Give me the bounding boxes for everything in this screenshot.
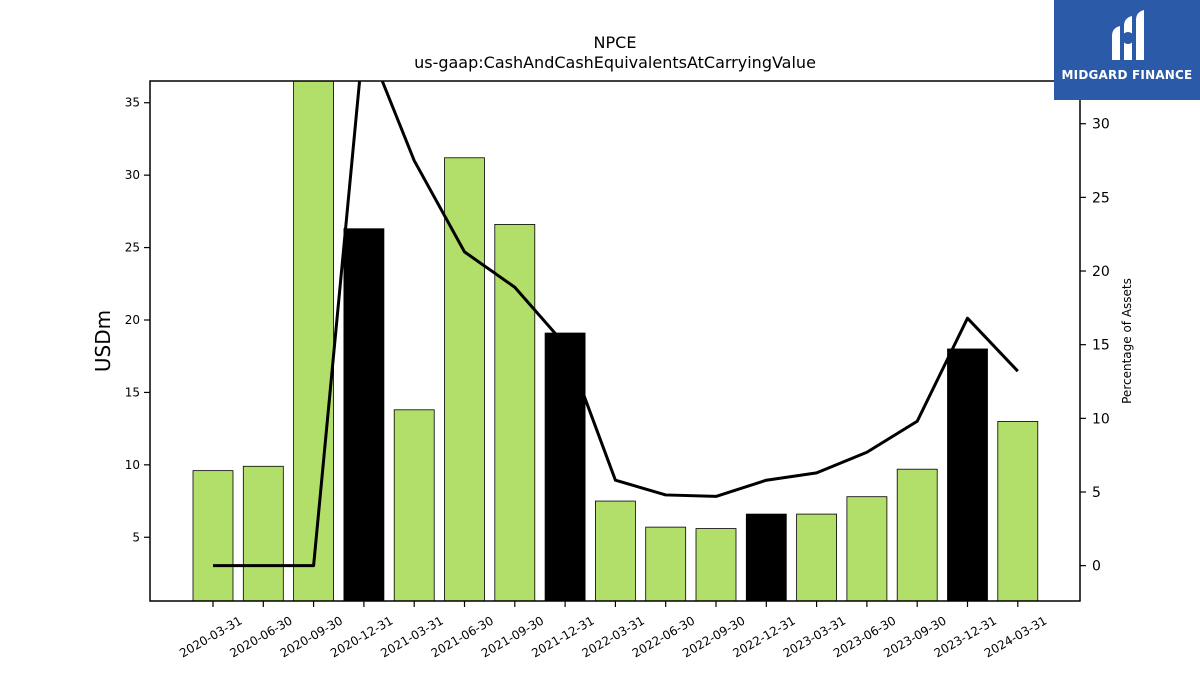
y2-axis-label: Percentage of Assets <box>1120 278 1134 404</box>
y-axis-label: USDm <box>91 310 115 372</box>
bar-2021-12-31 <box>544 332 586 601</box>
bar-2020-12-31 <box>343 228 385 601</box>
bar-2020-03-31 <box>192 470 234 601</box>
bar-2022-06-30 <box>645 526 687 601</box>
bar-2023-03-31 <box>796 513 837 601</box>
bar-2023-09-30 <box>896 468 938 601</box>
bar-2021-03-31 <box>393 409 435 601</box>
y2-tick-label: 30 <box>1092 117 1110 133</box>
y2-tick-label: 15 <box>1092 338 1110 354</box>
bar-2023-06-30 <box>846 496 888 601</box>
y-tick-label: 10 <box>125 458 140 472</box>
y-tick-label: 15 <box>125 385 140 399</box>
bar-2022-09-30 <box>695 528 737 601</box>
bar-2021-09-30 <box>494 223 536 601</box>
bar-2021-06-30 <box>444 157 485 601</box>
y2-tick-label: 20 <box>1092 264 1110 280</box>
bar-2020-06-30 <box>242 465 284 601</box>
chart-subtitle: us-gaap:CashAndCashEquivalentsAtCarrying… <box>414 53 816 72</box>
percentage-line <box>213 81 1019 568</box>
logo-mark-icon <box>1112 10 1144 60</box>
y-tick-label: 5 <box>132 530 140 544</box>
y-tick-label: 25 <box>125 241 140 255</box>
y2-tick-label: 25 <box>1092 190 1110 206</box>
logo-text: MIDGARD FINANCE <box>1061 68 1193 82</box>
chart-title: NPCE <box>594 33 637 52</box>
y2-tick-label: 0 <box>1092 559 1101 575</box>
y2-tick-label: 5 <box>1092 485 1101 501</box>
bar-2023-12-31 <box>947 348 988 601</box>
bar-2022-03-31 <box>595 500 636 601</box>
y-tick-label: 35 <box>125 96 140 110</box>
bar-2022-12-31 <box>745 513 787 601</box>
y2-tick-label: 10 <box>1092 411 1110 427</box>
y-tick-label: 30 <box>125 168 140 182</box>
bar-2020-09-30 <box>293 81 335 601</box>
bar-2024-03-31 <box>997 420 1039 601</box>
y-tick-label: 20 <box>125 313 140 327</box>
brand-logo: MIDGARD FINANCE <box>1054 0 1200 100</box>
